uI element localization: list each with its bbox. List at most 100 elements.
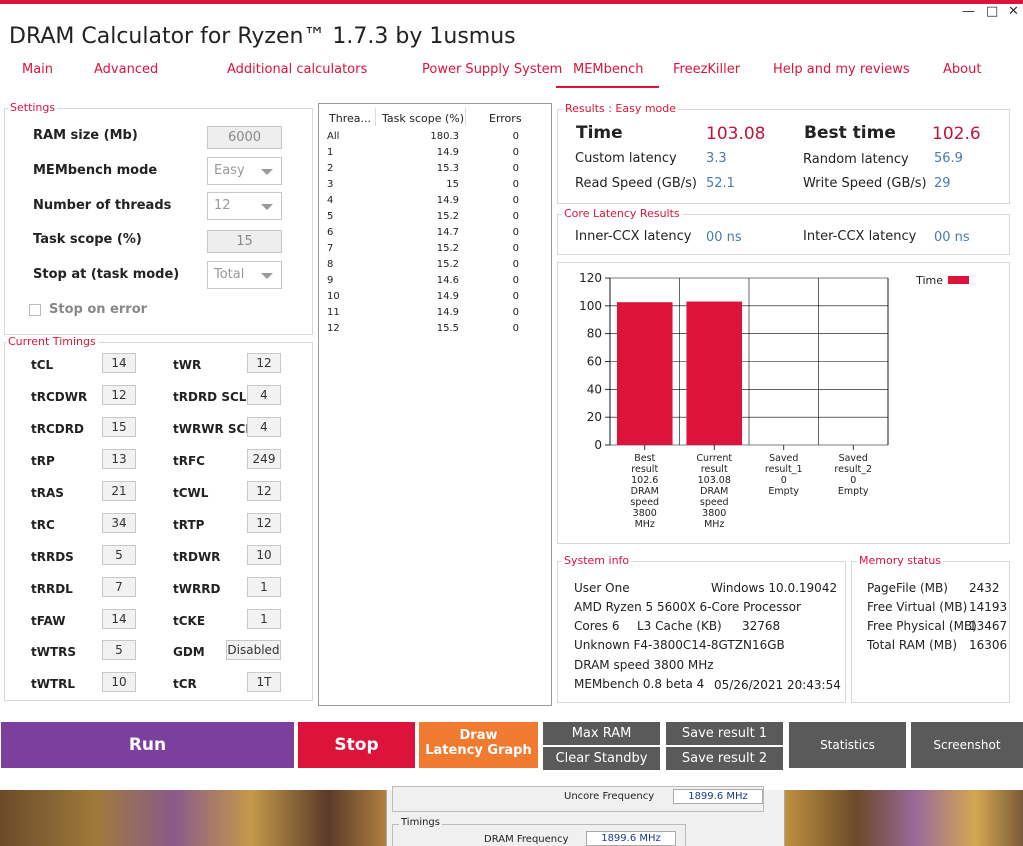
close-button[interactable]: ✕ <box>1008 4 1019 19</box>
timing-twrwr-scl-value[interactable]: 4 <box>247 417 281 437</box>
table-row[interactable]: 12 15.5 0 <box>319 323 551 339</box>
dram-frequency-label: DRAM Frequency <box>484 834 569 845</box>
timing-gdm-label: GDM <box>173 645 205 659</box>
timing-trdwr-value[interactable]: 10 <box>247 545 281 565</box>
table-row[interactable]: 3 15 0 <box>319 179 551 195</box>
timing-trdwr-label: tRDWR <box>173 550 221 564</box>
draw-latency-graph-button[interactable]: Draw Latency Graph <box>419 722 538 768</box>
chart-x-tick-label: result <box>701 464 728 475</box>
timing-tras-label: tRAS <box>31 486 64 500</box>
max-ram-button[interactable]: Max RAM <box>543 722 660 745</box>
statistics-button[interactable]: Statistics <box>789 722 906 768</box>
thread-task-scope: 15.2 <box>436 259 459 270</box>
timing-trcdrd-value[interactable]: 15 <box>102 417 136 437</box>
table-row[interactable]: 6 14.7 0 <box>319 227 551 243</box>
chart-x-tick-label: result_2 <box>834 464 872 475</box>
errors-column-header[interactable]: Errors <box>489 112 522 125</box>
random-latency-label: Random latency <box>803 152 909 167</box>
table-row[interactable]: All 180.3 0 <box>319 131 551 147</box>
tab-main[interactable]: Main <box>22 62 54 77</box>
background-timings-box <box>392 824 686 846</box>
tab-freezkiller[interactable]: FreezKiller <box>673 62 741 77</box>
timing-trtp-value[interactable]: 12 <box>247 513 281 533</box>
memory-status-label: Total RAM (MB) <box>867 638 958 652</box>
table-row[interactable]: 11 14.9 0 <box>319 307 551 323</box>
chart-y-tick-label: 40 <box>587 382 602 396</box>
threads-value: 12 <box>214 198 231 213</box>
timing-twrrd-value[interactable]: 1 <box>247 577 281 597</box>
maximize-button[interactable]: □ <box>986 4 999 19</box>
chart-x-tick-label: DRAM <box>631 486 659 497</box>
table-row[interactable]: 7 15.2 0 <box>319 243 551 259</box>
write-speed-value: 29 <box>934 176 951 191</box>
timing-tcr-value[interactable]: 1T <box>247 672 281 692</box>
table-row[interactable]: 4 14.9 0 <box>319 195 551 211</box>
memory-status-value: 13467 <box>969 619 1008 633</box>
clear-standby-button[interactable]: Clear Standby <box>543 747 660 770</box>
timing-twr-value[interactable]: 12 <box>247 353 281 373</box>
threads-select[interactable]: 12 <box>207 192 282 220</box>
timing-tcke-value[interactable]: 1 <box>247 609 281 629</box>
tab-additional-calculators[interactable]: Additional calculators <box>227 62 368 77</box>
chart-x-tick-label: 0 <box>781 475 787 486</box>
timing-gdm-value[interactable]: Disabled <box>226 640 281 660</box>
system-version: MEMbench 0.8 beta 4 <box>574 677 705 691</box>
tab-advanced[interactable]: Advanced <box>94 62 159 77</box>
tab-about[interactable]: About <box>943 62 982 77</box>
run-button[interactable]: Run <box>1 722 294 768</box>
timing-trrdl-value[interactable]: 7 <box>102 577 136 597</box>
timing-trdrd-scl-label: tRDRD SCL <box>173 390 247 404</box>
table-row[interactable]: 5 15.2 0 <box>319 211 551 227</box>
thread-errors: 0 <box>512 179 519 190</box>
chevron-down-icon <box>261 204 273 210</box>
timing-tfaw-value[interactable]: 14 <box>102 609 136 629</box>
timing-trp-value[interactable]: 13 <box>102 449 136 469</box>
ram-size-input[interactable]: 6000 <box>207 126 282 149</box>
timing-trrds-value[interactable]: 5 <box>102 545 136 565</box>
save-result-2-button[interactable]: Save result 2 <box>666 747 783 770</box>
draw-latency-line1: Draw <box>459 728 498 743</box>
task-scope-column-header[interactable]: Task scope (%) <box>382 112 465 125</box>
desktop-background-right <box>785 790 1023 846</box>
column-divider <box>465 108 466 126</box>
tab-help-reviews[interactable]: Help and my reviews <box>773 62 910 77</box>
timing-trc-value[interactable]: 34 <box>102 513 136 533</box>
timing-twtrs-label: tWTRS <box>31 645 77 659</box>
thread-id: 6 <box>327 227 334 238</box>
custom-latency-value: 3.3 <box>706 151 727 166</box>
timing-trcdwr-value[interactable]: 12 <box>102 385 136 405</box>
table-row[interactable]: 8 15.2 0 <box>319 259 551 275</box>
timing-trdrd-scl-value[interactable]: 4 <box>247 385 281 405</box>
stop-at-label: Stop at (task mode) <box>33 267 180 282</box>
stop-on-error-checkbox[interactable] <box>29 304 41 316</box>
screenshot-button[interactable]: Screenshot <box>911 722 1023 768</box>
membench-mode-select[interactable]: Easy <box>207 157 282 185</box>
table-row[interactable]: 9 14.6 0 <box>319 275 551 291</box>
save-result-1-button[interactable]: Save result 1 <box>666 722 783 745</box>
tab-membench[interactable]: MEMbench <box>573 62 644 77</box>
threads-column-header[interactable]: Threa... <box>329 112 371 125</box>
tab-power-supply-system[interactable]: Power Supply System <box>422 62 563 77</box>
task-scope-input[interactable]: 15 <box>207 230 282 253</box>
timing-twtrs-value[interactable]: 5 <box>102 640 136 660</box>
memory-status-label: Free Physical (MB) <box>867 619 977 633</box>
uncore-frequency-value: 1899.6 MHz <box>673 789 763 804</box>
thread-id: 4 <box>327 195 334 206</box>
timing-trfc-value[interactable]: 249 <box>247 449 281 469</box>
timing-tras-value[interactable]: 21 <box>102 481 136 501</box>
thread-task-scope: 15 <box>446 179 459 190</box>
stop-at-select[interactable]: Total <box>207 261 282 289</box>
chart-y-tick-label: 0 <box>594 438 602 452</box>
stop-button[interactable]: Stop <box>298 722 415 768</box>
custom-latency-label: Custom latency <box>575 151 677 166</box>
table-row[interactable]: 1 14.9 0 <box>319 147 551 163</box>
table-row[interactable]: 10 14.9 0 <box>319 291 551 307</box>
inter-ccx-value: 00 ns <box>934 230 970 245</box>
background-timings-label: Timings <box>399 817 442 828</box>
timing-twtrl-value[interactable]: 10 <box>102 672 136 692</box>
timing-tcwl-value[interactable]: 12 <box>247 481 281 501</box>
timing-tcl-value[interactable]: 14 <box>102 353 136 373</box>
minimize-button[interactable]: — <box>962 4 975 19</box>
table-row[interactable]: 2 15.3 0 <box>319 163 551 179</box>
thread-id: All <box>327 131 340 142</box>
